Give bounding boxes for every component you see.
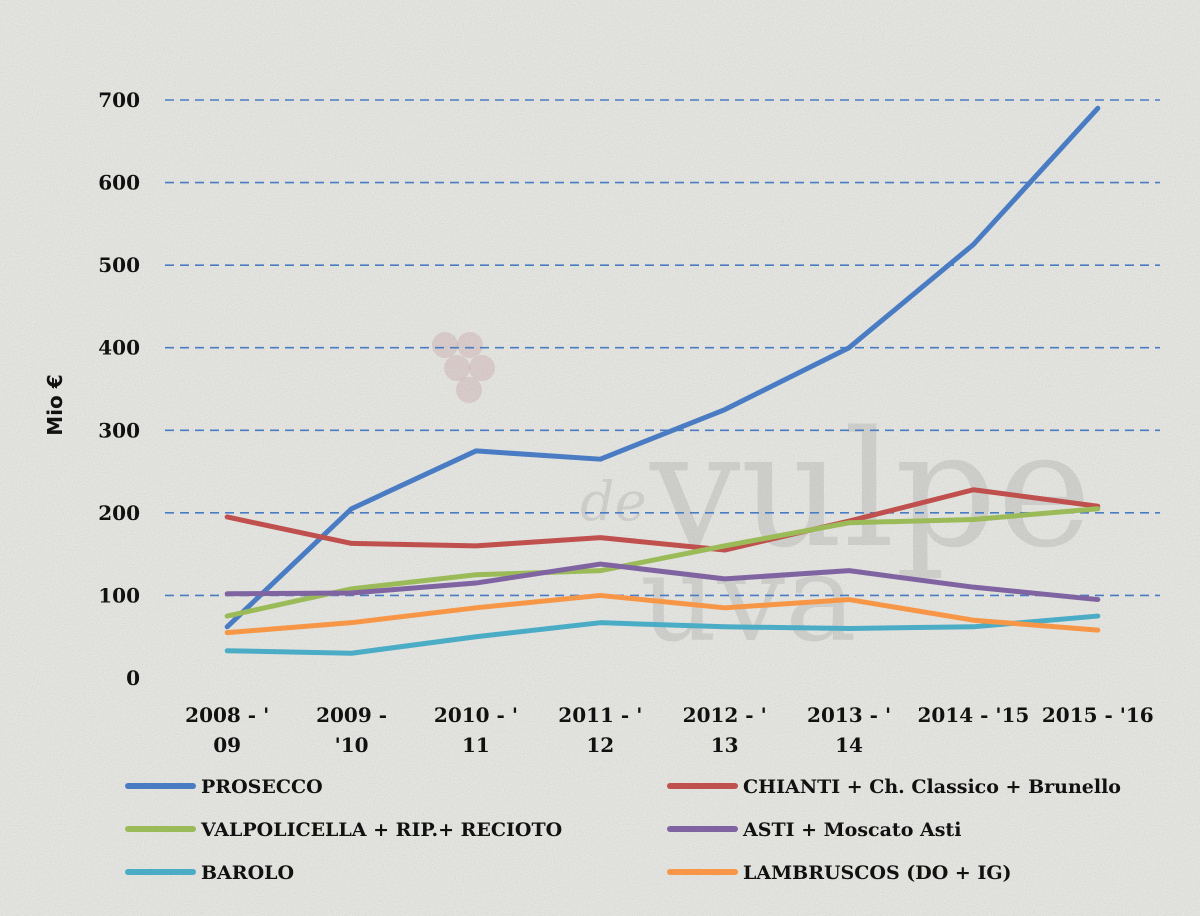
series-line-asti-moscato-asti (224, 561, 1101, 603)
legend: PROSECCO CHIANTI + Ch. Classico + Brunell… (125, 776, 1121, 884)
series-line-chianti-ch-classico-brunello (224, 487, 1101, 553)
series-line-prosecco (224, 105, 1101, 630)
x-tick-label: 13 (711, 733, 739, 757)
series-line-barolo (224, 613, 1101, 656)
x-axis: 2008 - ' 09 2009 - '10 2010 - ' 11 2011 - ' 12 2… (185, 703, 1154, 757)
x-tick-label: 2009 - (316, 703, 387, 727)
y-tick-label: 0 (126, 666, 140, 690)
y-tick-label: 400 (98, 336, 140, 360)
x-tick-label: 2012 - ' (683, 703, 767, 727)
svg-text:de: de (580, 470, 647, 533)
x-tick-label: 12 (586, 733, 614, 757)
legend-label: LAMBRUSCOS (DO + IG) (743, 862, 1012, 884)
legend-label: BAROLO (201, 862, 294, 884)
x-tick-label: 2015 - '16 (1042, 703, 1154, 727)
y-axis-label: Mio € (43, 374, 67, 435)
y-tick-label: 200 (98, 501, 140, 525)
x-tick-label: 09 (213, 733, 241, 757)
x-tick-label: 14 (835, 733, 863, 757)
series-lines (224, 105, 1101, 656)
legend-label: CHIANTI + Ch. Classico + Brunello (743, 776, 1121, 798)
legend-label: VALPOLICELLA + RIP.+ RECIOTO (200, 819, 562, 841)
x-tick-label: 2014 - '15 (918, 703, 1030, 727)
grid-lines (165, 99, 1160, 597)
y-tick-label: 600 (98, 171, 140, 195)
x-tick-label: 2010 - ' (434, 703, 518, 727)
y-tick-label: 100 (98, 583, 140, 607)
series-line-lambruscos-do-ig (224, 592, 1101, 636)
y-tick-label: 500 (98, 253, 140, 277)
legend-label: ASTI + Moscato Asti (742, 819, 961, 841)
x-tick-label: 2008 - ' (185, 703, 269, 727)
x-tick-label: '10 (335, 733, 369, 757)
x-tick-label: 2011 - ' (558, 703, 642, 727)
x-tick-label: 11 (462, 733, 490, 757)
y-tick-label: 700 (98, 88, 140, 112)
x-tick-label: 2013 - ' (807, 703, 891, 727)
legend-label: PROSECCO (201, 776, 323, 798)
series-line-valpolicella-rip-recioto (224, 506, 1101, 619)
y-tick-label: 300 (98, 418, 140, 442)
y-axis: 0 100 200 300 400 500 600 700 Mio € (43, 88, 140, 690)
